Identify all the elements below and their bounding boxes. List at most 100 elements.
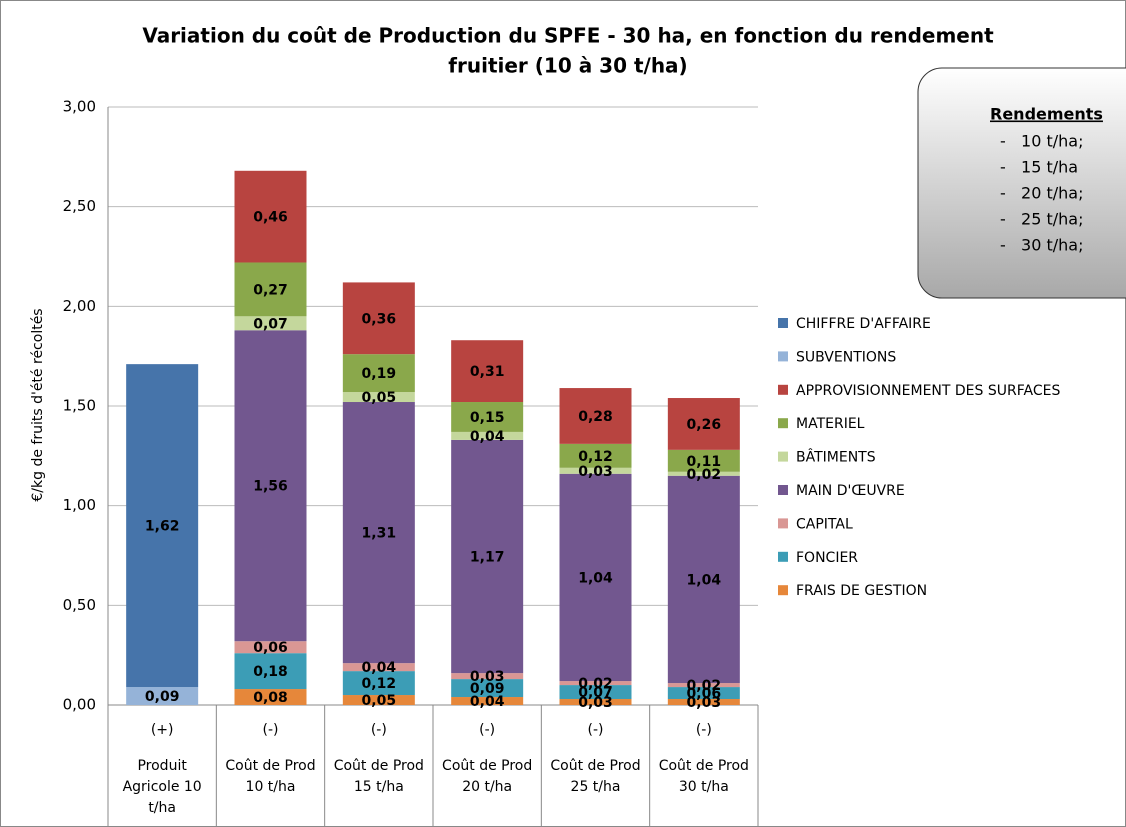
legend-label: CHIFFRE D'AFFAIRE (796, 316, 931, 332)
bar-segment (234, 641, 307, 654)
x-tick-label: Coût de Prod 30 t/ha (658, 758, 749, 795)
bar-segment (667, 683, 740, 688)
category-sign: (-) (263, 722, 279, 738)
data-label: 0,05 (362, 390, 397, 406)
data-label: 1,62 (145, 519, 180, 535)
bar-segment (559, 467, 632, 474)
category-sign: (-) (588, 722, 604, 738)
data-label: 0,06 (687, 686, 722, 702)
legend-swatch (778, 551, 788, 562)
data-label: 0,03 (470, 669, 505, 685)
data-label: 0,12 (362, 676, 397, 692)
legend-swatch (778, 351, 788, 362)
bar-segment (342, 282, 415, 355)
annotation-item: - 30 t/ha; (1000, 236, 1083, 255)
data-label: 0,02 (578, 676, 613, 692)
data-label: 0,04 (362, 660, 397, 676)
y-tick-label: 2,00 (63, 297, 96, 315)
bar-segment (342, 695, 415, 705)
bar-segment (342, 663, 415, 672)
annotation-item: - 15 t/ha (1000, 158, 1078, 177)
bar-segment (234, 262, 307, 317)
chart-title: Variation du coût de Production du SPFE … (142, 24, 994, 48)
data-label: 0,46 (253, 210, 288, 226)
bar-segment (342, 402, 415, 664)
data-label: 0,07 (578, 685, 613, 701)
bar-segment (126, 687, 199, 705)
bar-segment (342, 354, 415, 393)
bar-segment (559, 699, 632, 705)
data-label: 0,18 (253, 664, 288, 680)
annotation-item: - 25 t/ha; (1000, 210, 1083, 229)
y-tick-label: 3,00 (63, 98, 96, 116)
bar-segment (667, 699, 740, 705)
bar-segment (451, 697, 524, 705)
y-tick-label: 0,50 (63, 596, 96, 614)
data-label: 0,26 (687, 417, 722, 433)
bar-segment (667, 687, 740, 700)
category-sign: (+) (151, 722, 174, 738)
data-label: 0,27 (253, 282, 288, 298)
bar-segment (234, 653, 307, 690)
data-label: 0,12 (578, 449, 613, 465)
x-tick-label: Produit Agricole 10 t/ha (122, 758, 202, 816)
x-tick-label: Coût de Prod 25 t/ha (550, 758, 641, 795)
data-label: 0,15 (470, 410, 505, 426)
bar-segment (667, 398, 740, 450)
bar-segment (559, 443, 632, 468)
category-sign: (-) (479, 722, 495, 738)
bar-segment (451, 679, 524, 698)
x-tick-label: Coût de Prod 15 t/ha (333, 758, 424, 795)
legend-swatch (778, 451, 788, 462)
data-label: 1,31 (362, 526, 397, 542)
annotation-box (917, 67, 1126, 299)
annotation-title: Rendements (990, 105, 1103, 124)
bar-segment (559, 473, 632, 682)
data-label: 0,19 (362, 366, 397, 382)
data-label: 0,04 (470, 429, 505, 445)
category-sign: (-) (371, 722, 387, 738)
legend-label: FRAIS DE GESTION (796, 583, 927, 599)
data-label: 0,06 (253, 640, 288, 656)
y-tick-label: 1,00 (63, 496, 96, 514)
bar-segment (667, 471, 740, 476)
data-label: 1,17 (470, 549, 505, 565)
bar-segment (667, 475, 740, 684)
annotation-item: - 20 t/ha; (1000, 184, 1083, 203)
legend-label: FONCIER (796, 550, 858, 566)
y-axis-label: €/kg de fruits d'été récoltés (30, 308, 46, 501)
data-label: 0,05 (362, 693, 397, 709)
x-tick-label: Coût de Prod 20 t/ha (442, 758, 533, 795)
data-label: 0,28 (578, 409, 613, 425)
data-label: 0,03 (578, 695, 613, 711)
legend-swatch (778, 485, 788, 495)
bar-segment (126, 364, 199, 688)
data-label: 0,02 (687, 467, 722, 483)
chart-title: fruitier (10 à 30 t/ha) (448, 54, 687, 78)
legend-label: SUBVENTIONS (796, 349, 896, 365)
bar-segment (559, 685, 632, 700)
y-tick-label: 2,50 (63, 197, 96, 215)
bar-segment (667, 449, 740, 472)
data-label: 0,11 (687, 454, 722, 470)
data-label: 0,08 (253, 690, 288, 706)
legend-label: APPROVISIONNEMENT DES SURFACES (796, 383, 1060, 399)
bar-segment (451, 402, 524, 432)
y-tick-label: 1,50 (63, 397, 96, 415)
category-sign: (-) (696, 722, 712, 738)
legend-swatch (778, 518, 788, 529)
x-tick-label: Coût de Prod 10 t/ha (225, 758, 316, 795)
bar-segment (451, 340, 524, 403)
legend-swatch (778, 418, 788, 429)
legend-label: MATERIEL (796, 416, 865, 432)
data-label: 0,09 (470, 681, 505, 697)
bar-segment (451, 673, 524, 680)
data-label: 0,02 (687, 678, 722, 694)
data-label: 1,56 (253, 479, 288, 495)
data-label: 0,09 (145, 689, 180, 705)
bar-segment (234, 330, 307, 642)
legend-label: BÂTIMENTS (796, 448, 876, 466)
data-label: 1,04 (687, 572, 722, 588)
